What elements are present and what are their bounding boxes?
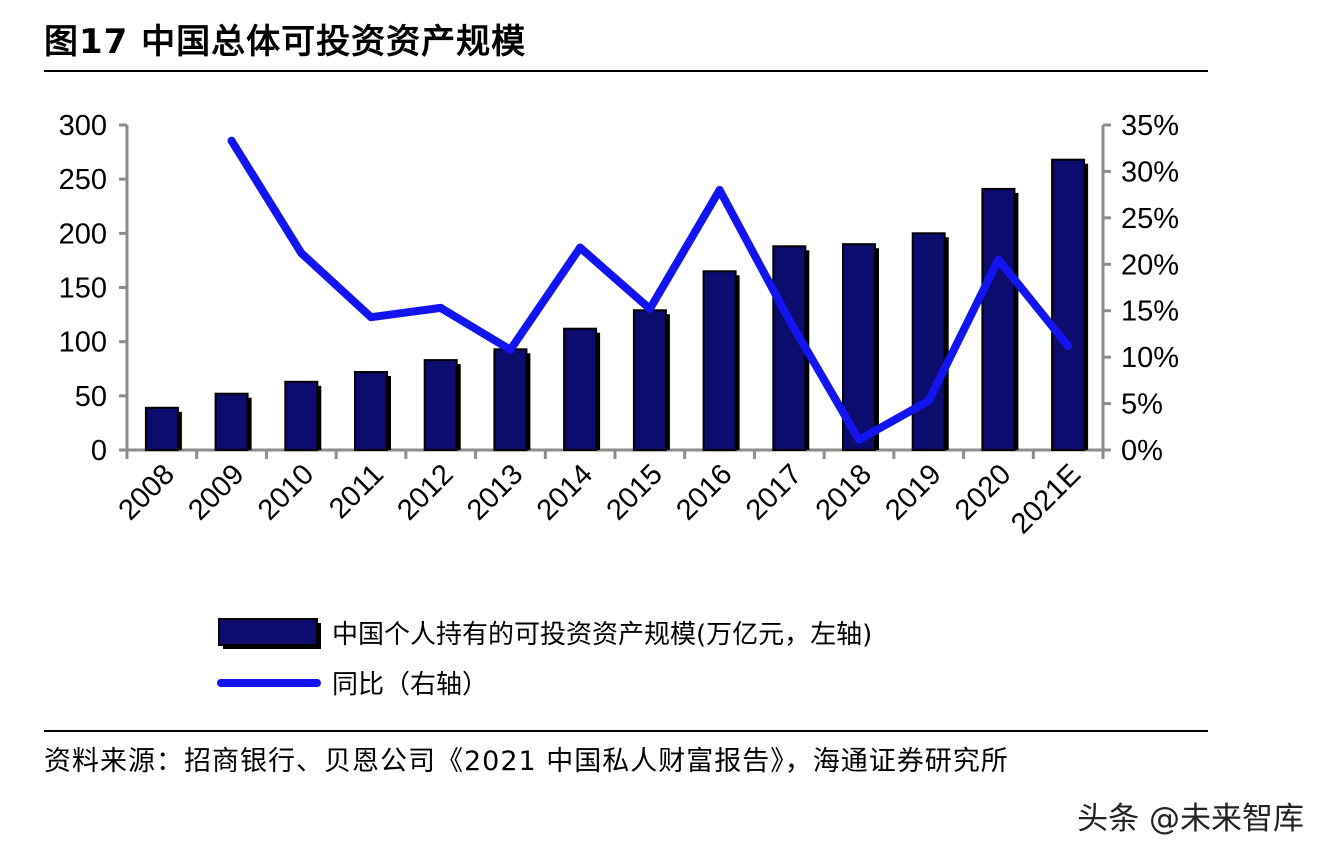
chart-canvas: 0 50 100 150 200 250 300 0% 5% 10% 15% 20% 25% 30% 35…: [59, 110, 1179, 700]
legend-item-line: 同比（右轴）: [217, 670, 488, 700]
x-tick-label: 2009: [182, 458, 250, 526]
title-divider: [44, 70, 1208, 72]
left-tick-label: 200: [59, 218, 107, 250]
bar: [354, 371, 388, 451]
x-tick-label: 2010: [252, 458, 320, 526]
left-tick-label: 150: [59, 273, 107, 305]
x-tick-label: 2013: [461, 458, 529, 526]
bar: [493, 348, 528, 452]
legend-label-line: 同比（右轴）: [332, 670, 488, 700]
line-point: [297, 249, 306, 258]
right-tick-label: 25%: [1121, 203, 1179, 235]
x-tick-label: 2017: [740, 458, 808, 526]
right-tick-label: 5%: [1121, 389, 1163, 421]
left-tick-label: 50: [75, 381, 107, 413]
line-point: [645, 304, 654, 313]
line-point: [576, 243, 585, 252]
line-point: [715, 186, 724, 194]
right-tick-label: 30%: [1121, 156, 1179, 188]
legend-item-bar: 中国个人持有的可投资资产规模(万亿元，左轴): [218, 618, 872, 650]
line-point: [994, 255, 1003, 264]
right-tick-label: 0%: [1121, 435, 1163, 467]
bar: [1051, 158, 1086, 451]
left-tick-label: 100: [59, 327, 107, 359]
line-series: [227, 136, 1073, 444]
line-point: [436, 303, 445, 312]
bar-series: [144, 158, 1089, 452]
left-tick-label: 250: [59, 164, 107, 196]
x-axis-tick-labels: 2008 2009 2010 2011 2012 2013 2014 2015 2016 2017…: [113, 458, 1088, 540]
left-tick-label: 0: [91, 435, 107, 467]
x-tick-label: 2016: [670, 458, 738, 526]
source-note: 资料来源：招商银行、贝恩公司《2021 中国私人财富报告》，海通证券研究所: [44, 746, 1009, 777]
right-tick-label: 35%: [1121, 110, 1179, 142]
figure-title: 图17 中国总体可投资资产规模: [44, 22, 527, 62]
left-axis-tick-labels: 0 50 100 150 200 250 300: [59, 110, 107, 467]
line-point: [785, 316, 794, 324]
line-point: [506, 345, 515, 354]
x-tick-label: 2014: [531, 458, 599, 526]
bar: [144, 406, 179, 452]
x-tick-label: 2021E: [1005, 458, 1087, 540]
x-tick-label: 2012: [391, 458, 459, 526]
chart-legend: 中国个人持有的可投资资产规模(万亿元，左轴) 同比（右轴）: [217, 618, 872, 700]
legend-swatch-bar: [218, 618, 318, 646]
bar: [284, 380, 319, 452]
right-tick-label: 15%: [1121, 296, 1179, 328]
line-point: [924, 396, 933, 405]
bar: [214, 392, 249, 452]
right-tick-label: 20%: [1121, 249, 1179, 281]
bar: [563, 327, 598, 452]
line-point: [1064, 342, 1073, 350]
x-tick-label: 2018: [810, 458, 878, 526]
legend-label-bar: 中国个人持有的可投资资产规模(万亿元，左轴): [332, 620, 872, 650]
bar: [702, 270, 737, 452]
line-point: [367, 313, 375, 322]
bar: [772, 245, 807, 451]
source-divider: [44, 730, 1208, 732]
line-point: [227, 136, 236, 145]
x-tick-label: 2011: [323, 458, 390, 525]
right-tick-label: 10%: [1121, 342, 1179, 374]
chart-axes: [119, 123, 1111, 459]
bar: [423, 359, 458, 452]
bar: [981, 187, 1016, 451]
right-axis-tick-labels: 0% 5% 10% 15% 20% 25% 30% 35%: [1121, 110, 1179, 467]
left-tick-label: 300: [59, 110, 107, 142]
x-tick-label: 2015: [601, 458, 669, 526]
x-tick-label: 2019: [879, 458, 947, 526]
bar: [632, 309, 667, 452]
line-point: [855, 435, 863, 444]
bar: [911, 232, 946, 451]
watermark: 头条 @未来智库: [1077, 801, 1304, 837]
x-tick-label: 2008: [113, 458, 181, 526]
